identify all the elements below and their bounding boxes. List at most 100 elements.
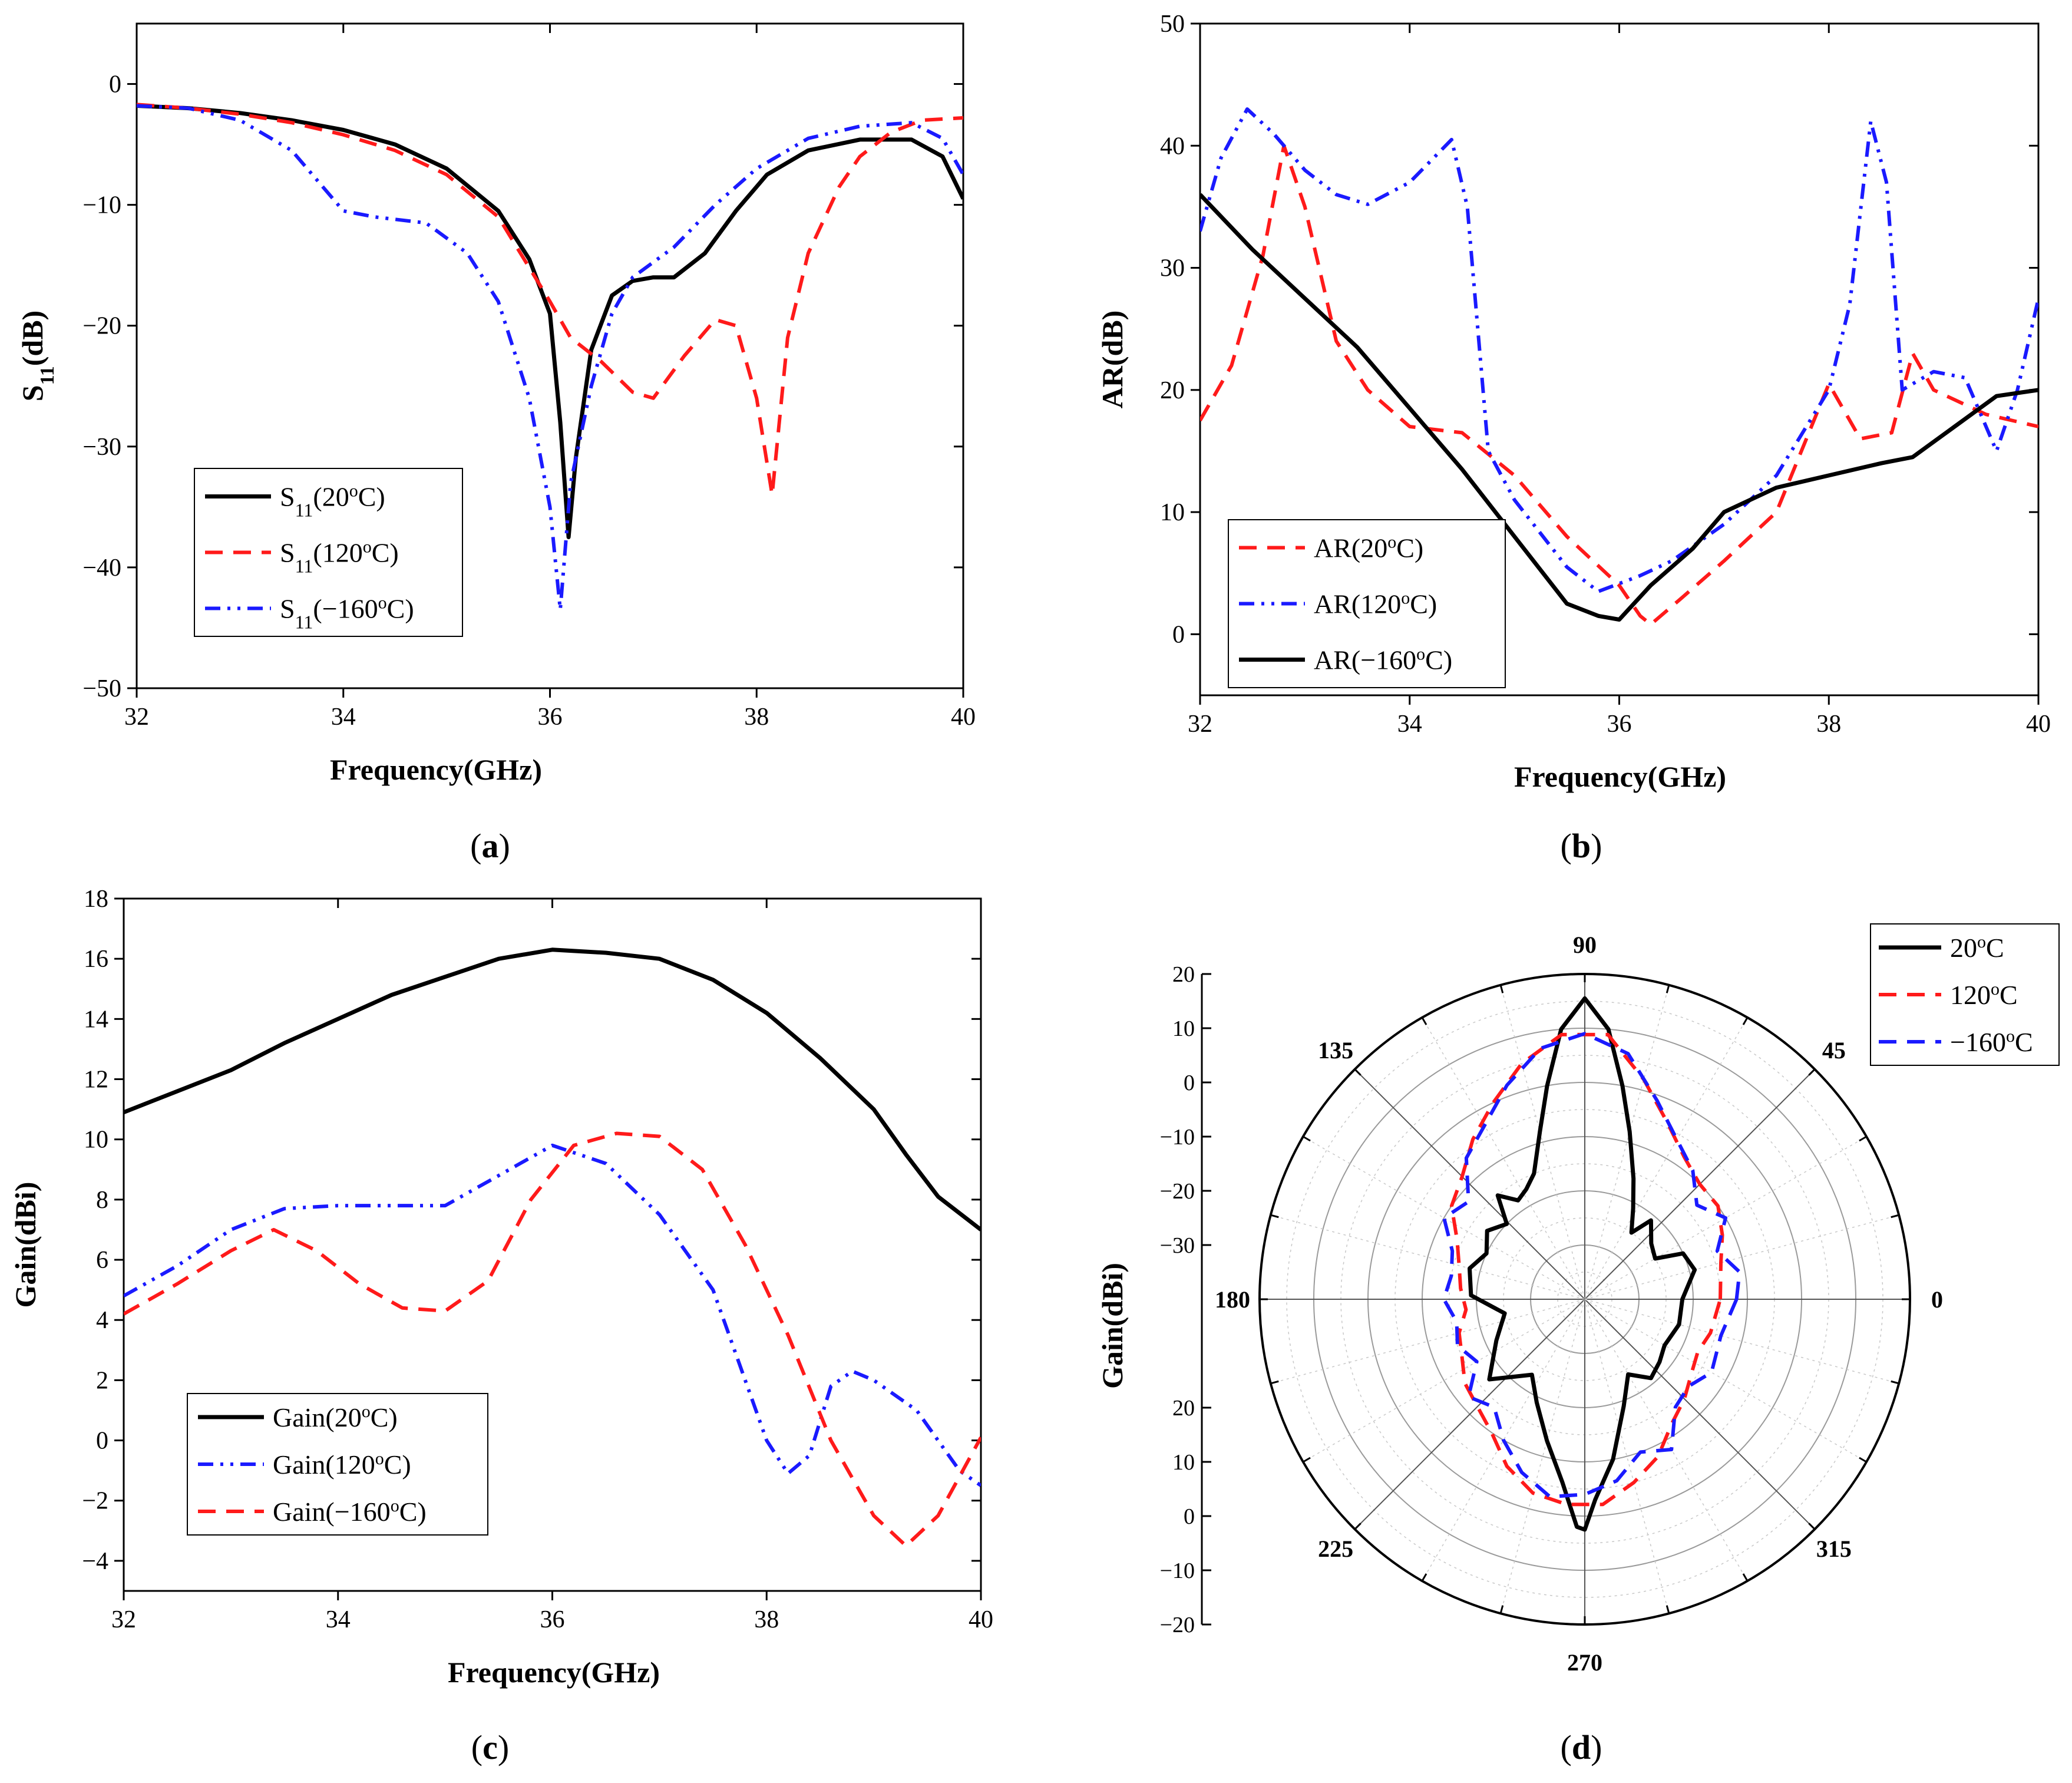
x-axis-label: Frequency(GHz) [1514,760,1726,793]
chart-d: 90 45 135 180 0 225 315 270 20 10 0 −10 −20 −30 −20 −10… [1096,923,2060,1767]
polar-angle-tick [1891,1380,1899,1385]
y-axis-label-unit: (dB) [16,311,49,366]
legend-label-text: −160 [1950,1027,2006,1057]
legend-label-degree: o [349,481,358,500]
x-tick-label: 36 [1607,711,1632,738]
legend-label-1: Gain(120oC) [273,1449,411,1480]
polar-minor-spoke [1584,1299,1867,1462]
radial-scale-label: −30 [1160,1233,1195,1258]
polar-minor-spoke [1422,1017,1585,1300]
polar-minor-spoke [1584,1214,1899,1300]
y-tick-label: 6 [96,1247,108,1274]
legend-label-text: (20 [313,482,349,512]
y-tick-label: 30 [1160,255,1185,282]
legend-label-degree: o [1416,644,1425,663]
subfigure-caption: (a) [470,827,510,865]
legend-label-degree: o [2006,1026,2015,1046]
y-tick-label: 10 [84,1127,108,1154]
polar-minor-spoke [1303,1136,1585,1300]
legend-label-degree: o [1387,532,1396,552]
legend-label-degree: o [391,1496,399,1515]
legend-label-2: S11(−160oC) [280,593,414,633]
legend-label-degree: o [1991,979,2000,999]
legend-label-unit: C) [372,538,399,568]
legend-label-text: (120 [313,538,362,568]
legend-label-1: S11(120oC) [280,537,399,577]
legend-label-text: (−160 [1351,645,1416,675]
y-axis-label: Gain(dBi) [1096,1263,1129,1389]
polar-angle-tick [1270,1380,1279,1385]
polar-series-0 [1468,996,1697,1532]
polar-angle-tick [1303,1457,1311,1463]
polar-minor-spoke [1422,1299,1585,1581]
y-tick-label: 20 [1160,377,1185,404]
series-line-1 [1200,107,2038,593]
y-axis-label: S11(dB) [16,311,58,401]
x-tick-label: 32 [124,704,149,731]
x-tick-label: 38 [744,704,769,731]
polar-angle-tick [1665,1605,1670,1614]
y-tick-label: 14 [84,1006,108,1033]
radial-scale-label: 0 [1184,1071,1195,1095]
legend-label-unit: C) [358,482,385,512]
legend-label-unit: C) [1425,645,1452,675]
subfigure-caption: (c) [471,1728,509,1767]
legend-label-base: AR [1314,645,1351,675]
radial-scale-label: 20 [1172,1396,1195,1421]
y-axis-label: Gain(dBi) [9,1182,42,1308]
polar-angle-label: 45 [1822,1037,1846,1064]
y-tick-label: 12 [84,1067,108,1094]
legend-label-base: Gain [273,1449,325,1480]
y-tick-label: −30 [82,434,121,461]
legend-label-2: −160oC [1950,1026,2033,1058]
legend-label-base: S [280,594,295,624]
polar-minor-spoke [1584,1299,1748,1581]
y-axis-label-subscript: 11 [37,366,58,385]
legend-label-2: AR(−160oC) [1314,644,1452,675]
polar-angle-tick [1665,985,1670,993]
series-line-2 [124,1131,981,1548]
legend-label-text: (20 [1351,533,1387,563]
polar-angle-tick [1421,1017,1427,1025]
polar-angle-label: 315 [1816,1536,1852,1562]
polar-angle-tick [1742,1017,1749,1025]
x-tick-label: 32 [1188,711,1212,738]
y-tick-label: −2 [82,1488,108,1515]
y-tick-label: 0 [109,71,121,98]
polar-minor-spoke [1500,1299,1585,1614]
y-axis-label-base: Gain [9,1246,42,1308]
subfigure-caption: (b) [1561,827,1602,865]
radial-scale-label: −10 [1160,1125,1195,1150]
legend-label-unit: C) [371,1402,398,1432]
radial-scale-label: 10 [1172,1016,1195,1041]
caption-close: ) [1591,1728,1602,1767]
legend-label-unit: C [2015,1027,2033,1057]
legend-label-degree: o [1401,588,1410,607]
legend-label-text: 120 [1950,980,1991,1010]
legend-label-base: S [280,538,295,568]
legend-label-unit: C [1986,933,2004,963]
legend-label-text: (−160 [325,1497,390,1527]
polar-angle-tick [1891,1214,1899,1219]
legend-label-degree: o [378,593,387,612]
x-tick-label: 40 [2026,711,2051,738]
caption-close: ) [498,1728,509,1767]
radial-scale-label: −10 [1160,1559,1195,1583]
legend-label-2: Gain(−160oC) [273,1496,427,1527]
polar-angle-label: 135 [1318,1037,1353,1064]
caption-open: ( [470,827,481,865]
polar-angle-tick [1421,1573,1427,1581]
legend-label-unit: C) [384,1449,411,1480]
legend-label-subscript: 11 [295,500,313,521]
polar-angle-tick [1859,1135,1867,1142]
polar-angle-tick [1499,1605,1504,1614]
series-line-1 [137,103,963,497]
y-tick-label: 40 [1160,133,1185,160]
y-tick-label: 8 [96,1187,108,1214]
y-tick-label: −20 [82,313,121,340]
legend-label-text: 20 [1950,933,1977,963]
x-axis-label: Frequency(GHz) [330,753,542,786]
polar-minor-spoke [1584,1299,1670,1614]
series-line-0 [124,947,981,1231]
